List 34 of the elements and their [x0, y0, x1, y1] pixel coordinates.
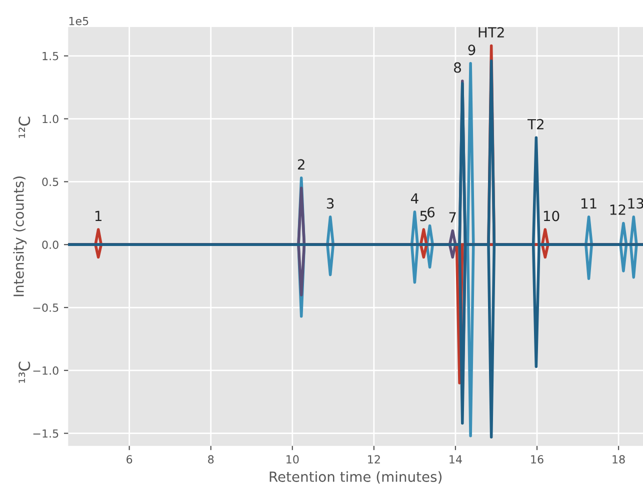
annotation: 1: [95, 210, 102, 222]
annotation: T2: [527, 118, 544, 130]
annotation: 3: [326, 198, 334, 209]
y-axis-title: Intensity (counts): [13, 176, 27, 296]
y-tick-label: −0.5: [33, 303, 58, 312]
annotation: HT2: [478, 27, 504, 38]
text: ¹²C: [18, 116, 30, 138]
text: 1e5: [69, 17, 88, 26]
y-tick-label: 0.0: [42, 240, 58, 249]
annotation: 6: [428, 206, 435, 218]
annotation: 9: [468, 44, 476, 56]
text: ¹³C: [18, 362, 30, 383]
x-axis-title: Retention time (minutes): [270, 471, 442, 484]
x-tick-label: 18: [612, 455, 625, 464]
annotation: 10: [544, 210, 560, 222]
x-tick-label: 8: [208, 455, 214, 464]
x-tick-label: 10: [286, 455, 299, 464]
annotation: 7: [449, 212, 456, 222]
x-tick-label: 16: [531, 455, 544, 464]
x-tick-label: 14: [450, 455, 462, 464]
y-tick-label: 1.0: [42, 114, 58, 124]
y-tick-label: 1.5: [42, 52, 58, 60]
y-tick-label: 0.5: [42, 178, 58, 186]
x-tick-label: 12: [368, 455, 380, 464]
annotation: 13: [628, 198, 643, 209]
x-tick-label: 6: [126, 455, 132, 464]
annotation: 5: [420, 210, 427, 222]
annotation: 4: [410, 193, 418, 204]
y-tick-label: −1.5: [33, 429, 58, 438]
annotation: 12: [610, 204, 626, 215]
annotation: 2: [298, 159, 304, 170]
annotation: 8: [454, 62, 461, 73]
annotation: 11: [581, 198, 596, 208]
y-tick-label: −1.0: [33, 366, 58, 375]
